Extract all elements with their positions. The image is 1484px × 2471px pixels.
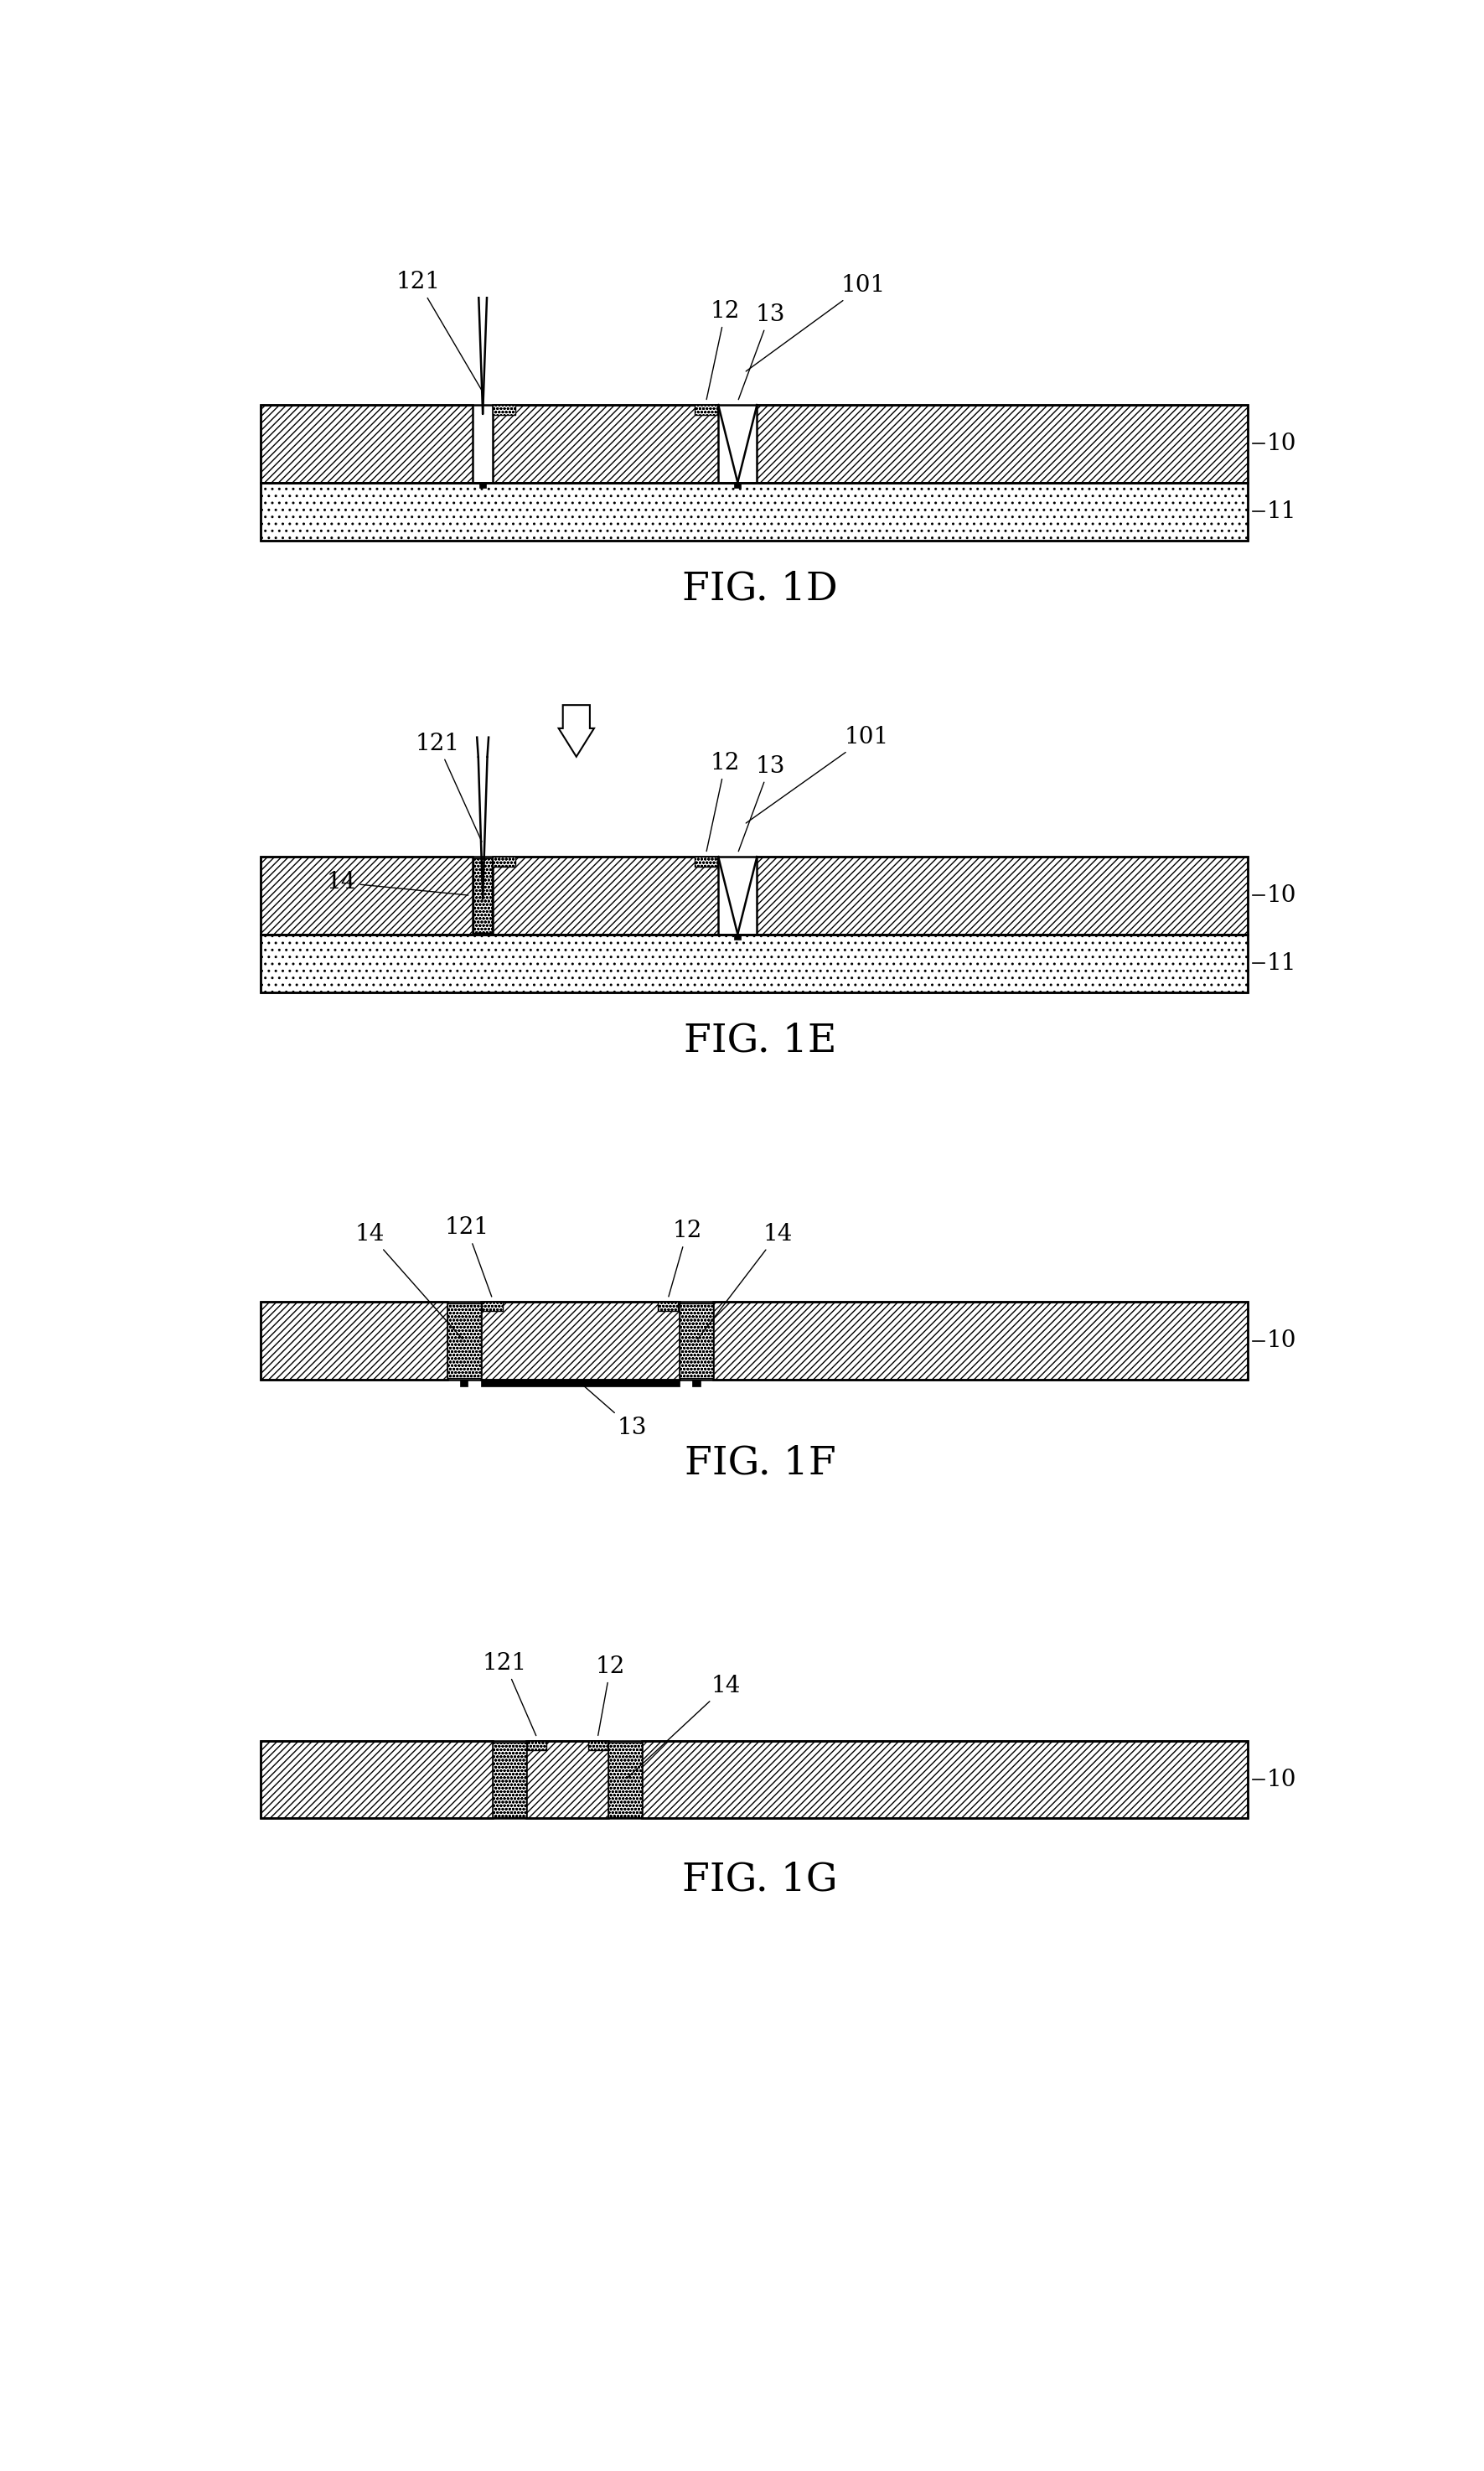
Bar: [757, 405, 1248, 482]
Text: FIG. 1G: FIG. 1G: [683, 1861, 838, 1898]
Text: 11: 11: [1267, 499, 1297, 524]
Text: 13: 13: [739, 756, 785, 852]
Bar: [260, 482, 1248, 541]
Bar: [479, 482, 487, 487]
Text: 12: 12: [706, 299, 741, 400]
Text: 10: 10: [1267, 1769, 1297, 1791]
Text: 11: 11: [1267, 951, 1297, 974]
Bar: [260, 1742, 1248, 1819]
Bar: [260, 405, 472, 482]
Bar: [608, 1742, 643, 1816]
Bar: [482, 1302, 503, 1312]
Bar: [260, 1302, 1248, 1379]
Polygon shape: [558, 704, 594, 756]
Bar: [714, 1302, 1248, 1379]
Bar: [447, 1302, 481, 1379]
Bar: [493, 857, 718, 934]
Text: 101: 101: [746, 274, 886, 371]
Bar: [260, 482, 1248, 541]
Bar: [260, 857, 1248, 934]
Bar: [260, 857, 472, 934]
Bar: [757, 857, 1248, 934]
Text: 12: 12: [706, 751, 741, 850]
Text: 12: 12: [669, 1221, 702, 1297]
Text: FIG. 1D: FIG. 1D: [683, 571, 838, 608]
Bar: [493, 1742, 525, 1816]
Bar: [260, 405, 1248, 482]
Bar: [481, 1379, 680, 1386]
Text: 121: 121: [482, 1653, 536, 1735]
Bar: [260, 1302, 447, 1379]
Bar: [693, 1379, 700, 1386]
Text: 12: 12: [595, 1656, 625, 1735]
Text: 121: 121: [396, 272, 482, 390]
Text: 121: 121: [444, 1216, 491, 1297]
Bar: [643, 1742, 1248, 1819]
Text: 14: 14: [326, 872, 469, 895]
Bar: [493, 405, 718, 482]
Bar: [695, 857, 717, 867]
Bar: [680, 1302, 714, 1379]
Bar: [260, 1742, 493, 1819]
Bar: [525, 1742, 608, 1819]
Bar: [260, 934, 1248, 993]
Text: FIG. 1E: FIG. 1E: [684, 1021, 837, 1060]
Text: 10: 10: [1267, 885, 1297, 907]
Text: 14: 14: [697, 1223, 792, 1339]
Bar: [527, 1742, 546, 1749]
Text: 10: 10: [1267, 432, 1297, 455]
Bar: [695, 405, 717, 415]
Bar: [735, 482, 741, 487]
Bar: [481, 1302, 680, 1379]
Text: 14: 14: [355, 1223, 463, 1339]
Text: 121: 121: [416, 731, 482, 843]
Bar: [460, 1379, 467, 1386]
Bar: [493, 405, 515, 415]
Text: 14: 14: [628, 1675, 741, 1779]
Text: FIG. 1F: FIG. 1F: [684, 1446, 835, 1483]
Text: 10: 10: [1267, 1329, 1297, 1352]
Bar: [588, 1742, 607, 1749]
Text: 101: 101: [746, 726, 889, 823]
Bar: [657, 1302, 678, 1312]
Bar: [493, 857, 515, 867]
Bar: [735, 934, 741, 939]
Bar: [473, 857, 491, 934]
Text: 13: 13: [739, 304, 785, 400]
Text: 13: 13: [582, 1384, 647, 1438]
Bar: [260, 934, 1248, 993]
